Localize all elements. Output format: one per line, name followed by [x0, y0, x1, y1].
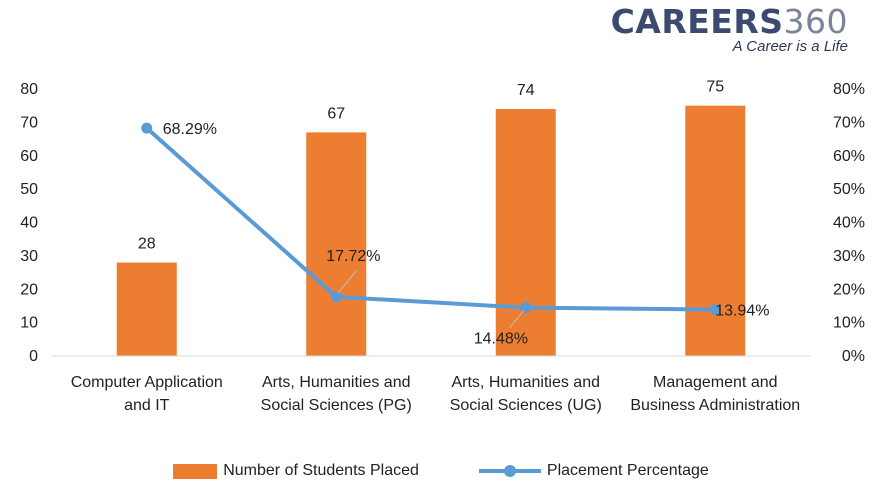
brand-name: CAREERS	[610, 2, 784, 41]
brand-number: 360	[783, 2, 848, 41]
y-left-tick-label: 10	[20, 315, 38, 332]
y-right-tick-label: 30%	[833, 248, 865, 265]
data-label-leader	[337, 270, 357, 294]
line-series	[144, 126, 718, 312]
y-right-tick-label: 40%	[833, 215, 865, 232]
category-label: Social Sciences (UG)	[450, 397, 602, 414]
legend-label-line: Placement Percentage	[546, 462, 709, 479]
y-right-tick-label: 80%	[833, 81, 865, 98]
y-right-tick-label: 60%	[833, 148, 865, 165]
category-label: Management and	[653, 374, 778, 391]
legend-label-bars: Number of Students Placed	[223, 462, 419, 479]
legend-item-line: Placement Percentage	[478, 462, 709, 480]
y-left-tick-label: 0	[29, 348, 38, 365]
brand-tagline: A Career is a Life	[732, 38, 848, 55]
legend-bar-swatch	[173, 463, 218, 479]
category-label: Arts, Humanities and	[451, 374, 600, 391]
category-label: Business Administration	[630, 397, 800, 414]
line-point	[141, 122, 153, 134]
y-left-tick-label: 70	[20, 114, 38, 131]
bar-data-label: 74	[517, 82, 535, 99]
y-right-tick-label: 50%	[833, 181, 865, 198]
bar	[116, 262, 177, 356]
y-left-tick-label: 50	[20, 181, 38, 198]
category-label: Arts, Humanities and	[262, 374, 411, 391]
bar-data-label: 67	[327, 105, 345, 122]
legend-item-bars: Number of Students Placed	[173, 462, 419, 480]
bar-data-label: 75	[706, 79, 724, 96]
y-right-tick-label: 0%	[842, 348, 865, 365]
category-label: Social Sciences (PG)	[261, 397, 412, 414]
line-data-label: 13.94%	[715, 302, 769, 319]
y-left-tick-label: 80	[20, 81, 38, 98]
y-left-tick-label: 60	[20, 148, 38, 165]
y-left-tick-label: 20	[20, 281, 38, 298]
y-left-tick-label: 40	[20, 215, 38, 232]
careers360-logo: CAREERS360 A Career is a Life	[611, 2, 848, 55]
data-label-leader	[509, 310, 525, 328]
legend-line-swatch	[478, 463, 541, 479]
category-label: and IT	[124, 397, 170, 414]
y-right-tick-label: 10%	[833, 315, 865, 332]
y-left-tick-label: 30	[20, 248, 38, 265]
line-data-label: 14.48%	[474, 331, 528, 348]
y-right-tick-label: 20%	[833, 281, 865, 298]
bar	[306, 132, 367, 356]
y-right-tick-label: 70%	[833, 114, 865, 131]
bar	[495, 109, 556, 357]
line-point	[709, 303, 721, 315]
line-data-label: 68.29%	[163, 121, 217, 138]
chart-legend: Number of Students Placed Placement Perc…	[0, 462, 882, 480]
category-label: Computer Application	[71, 374, 223, 391]
line-point	[330, 291, 342, 303]
bar-data-label: 28	[138, 236, 156, 253]
line-data-label: 17.72%	[326, 248, 380, 265]
line-point	[520, 302, 532, 314]
